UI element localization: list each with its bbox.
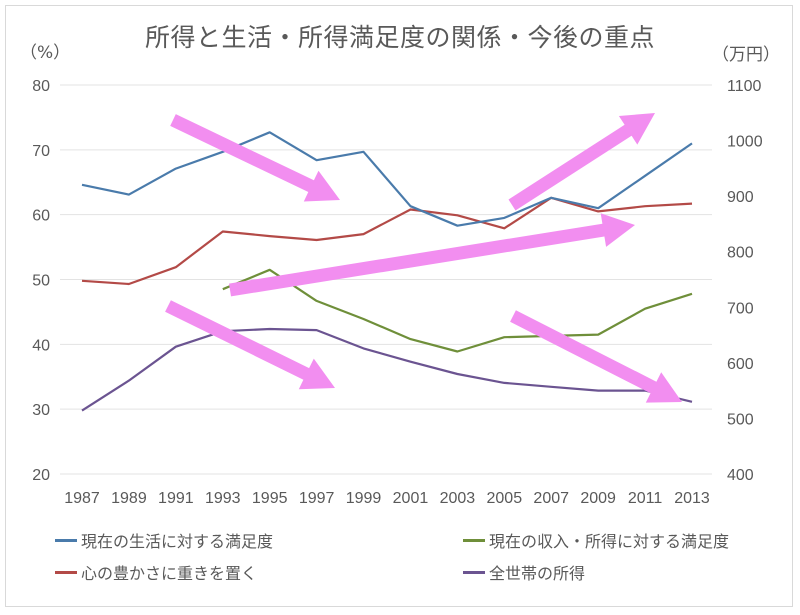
x-tick-label: 2003	[440, 490, 476, 507]
series-line	[81, 196, 693, 286]
x-tick-label: 1991	[158, 490, 194, 507]
legend-label: 現在の収入・所得に対する満足度	[489, 532, 730, 551]
series-line	[81, 327, 693, 412]
y2-tick-label: 600	[727, 356, 754, 373]
legend-item-life-satisfaction: 現在の生活に対する満足度	[55, 528, 273, 552]
y2-tick-label: 800	[727, 245, 754, 262]
x-tick-label: 2007	[533, 490, 569, 507]
y2-tick-label: 1000	[727, 134, 763, 151]
legend-swatch-green	[463, 538, 485, 542]
x-tick-label: 1999	[346, 490, 382, 507]
legend-label: 全世帯の所得	[489, 564, 586, 583]
left-axis-unit: （%）	[20, 43, 71, 63]
chart-frame	[5, 5, 793, 607]
y-tick-label: 40	[32, 337, 50, 354]
legend-item-income-satisfaction: 現在の収入・所得に対する満足度	[463, 528, 729, 552]
series-line	[81, 131, 693, 227]
x-tick-label: 2005	[487, 490, 523, 507]
x-tick-label: 2009	[580, 490, 616, 507]
x-tick-label: 1997	[299, 490, 335, 507]
y2-tick-label: 700	[727, 300, 754, 317]
legend-item-spiritual-wealth: 心の豊かさに重きを置く	[55, 560, 257, 584]
x-tick-label: 1995	[252, 490, 288, 507]
trend-arrow-icon	[229, 213, 635, 297]
y-tick-label: 70	[32, 143, 50, 160]
legend-swatch-blue	[55, 538, 77, 542]
x-tick-label: 1989	[111, 490, 147, 507]
legend-swatch-red	[55, 570, 77, 574]
y-tick-label: 50	[32, 273, 50, 290]
x-tick-label: 1987	[64, 490, 100, 507]
y-tick-label: 60	[32, 208, 50, 225]
y-tick-label: 80	[32, 78, 50, 95]
trend-arrow-icon	[510, 310, 682, 403]
y2-tick-label: 900	[727, 189, 754, 206]
x-tick-label: 2001	[393, 490, 429, 507]
legend-label: 心の豊かさに重きを置く	[81, 564, 258, 583]
x-tick-label: 1993	[205, 490, 241, 507]
y-tick-label: 30	[32, 402, 50, 419]
x-tick-label: 2011	[628, 490, 663, 507]
y2-tick-label: 500	[727, 411, 754, 428]
trend-arrow-icon	[508, 113, 655, 211]
series-line	[222, 268, 693, 353]
right-axis-unit: （万円）	[712, 45, 780, 65]
chart-title: 所得と生活・所得満足度の関係・今後の重点	[144, 23, 655, 52]
x-tick-label: 2013	[674, 490, 710, 507]
y-tick-label: 20	[32, 467, 50, 484]
y2-tick-label: 400	[727, 467, 754, 484]
legend-item-household-income: 全世帯の所得	[463, 560, 585, 584]
y2-tick-label: 1100	[727, 78, 762, 95]
trend-arrow-icon	[165, 300, 335, 390]
trend-arrow-icon	[170, 114, 340, 202]
legend-swatch-purple	[463, 570, 485, 574]
legend-label: 現在の生活に対する満足度	[81, 532, 274, 551]
